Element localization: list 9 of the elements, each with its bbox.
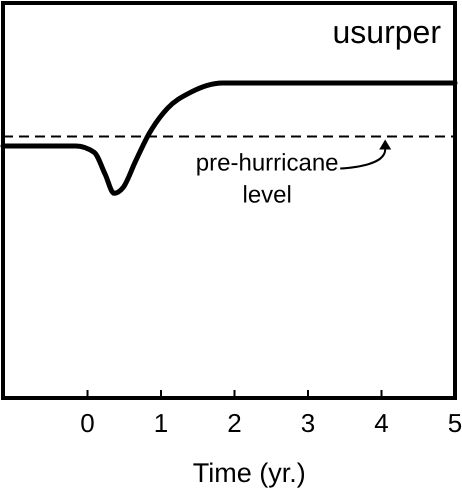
x-tick-label: 3 bbox=[300, 408, 316, 438]
x-axis-title: Time (yr.) bbox=[192, 458, 306, 488]
chart-title: usurper bbox=[332, 14, 442, 50]
x-tick-label: 1 bbox=[154, 408, 168, 438]
x-tick-label: 0 bbox=[80, 408, 95, 438]
x-tick-label: 4 bbox=[374, 408, 389, 438]
x-tick-label: 5 bbox=[448, 408, 462, 438]
annotation: pre-hurricane level bbox=[196, 150, 339, 209]
x-tick-label: 2 bbox=[227, 408, 242, 438]
